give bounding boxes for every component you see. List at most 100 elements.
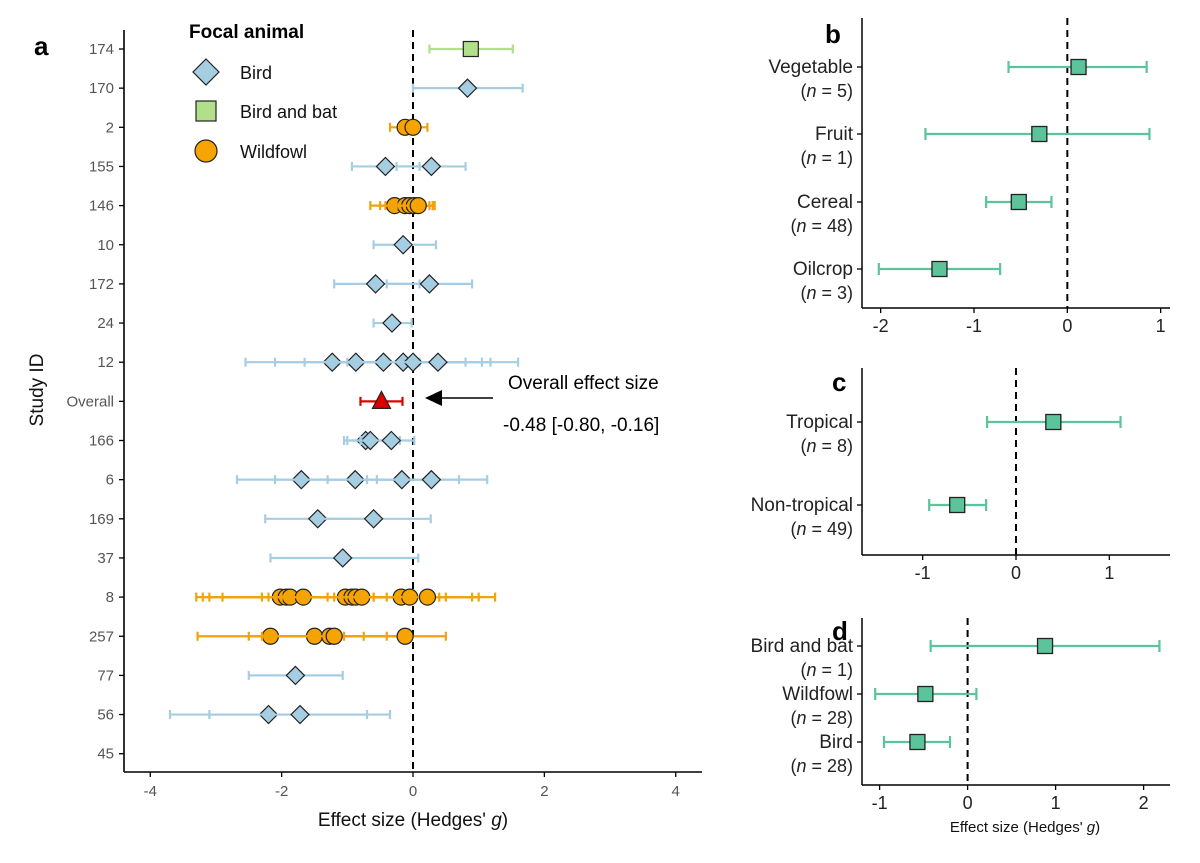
- x-tick-label: -1: [915, 563, 931, 583]
- legend-item-bird-and-bat: Bird and bat: [195, 100, 337, 122]
- sample-size-label: (n = 1): [800, 148, 853, 168]
- data-point-172: [385, 274, 474, 294]
- x-title-italic: g: [491, 810, 502, 831]
- data-point: [929, 637, 1161, 655]
- panel-letter-a: a: [34, 31, 49, 61]
- legend-label-wildfowl: Wildfowl: [240, 142, 307, 162]
- effect-marker: [365, 274, 386, 294]
- panel-letter-b: b: [825, 19, 841, 49]
- sample-size-label: (n = 28): [790, 708, 853, 728]
- category-label: Tropical: [786, 412, 853, 433]
- data-point-8: [359, 588, 497, 606]
- legend-item-wildfowl: Wildfowl: [194, 139, 307, 163]
- panel-letter-d: d: [832, 616, 848, 646]
- panel-b-content: -2 -1 0 1 Vegetable (n = 5) Fruit (n = 1) Cereal…: [768, 18, 1170, 336]
- y-tick-label: 24: [97, 315, 114, 332]
- y-tick-label: 170: [89, 80, 114, 97]
- data-point-77: [247, 665, 344, 686]
- data-point-12: [379, 352, 520, 373]
- confidence-interval: [379, 357, 520, 367]
- x-tick-label: 1: [1156, 316, 1166, 336]
- y-tick-label: 146: [89, 198, 114, 215]
- legend-title: Focal animal: [189, 22, 304, 43]
- data-point: [924, 125, 1151, 143]
- x-tick-label: 0: [409, 783, 417, 800]
- category-label: Fruit: [815, 124, 854, 145]
- data-point-37: [269, 548, 420, 568]
- x-tick-label: 2: [1139, 793, 1149, 813]
- data-point: [985, 193, 1053, 211]
- annotation-line-2: -0.48 [-0.80, -0.16]: [503, 415, 659, 436]
- effect-square: [909, 733, 926, 751]
- effect-square: [1045, 413, 1062, 431]
- y-tick-label: 174: [89, 41, 114, 58]
- effect-square: [931, 260, 948, 278]
- x-tick-label: 0: [1011, 563, 1021, 583]
- overall-effect-triangle: [371, 390, 392, 409]
- effect-marker: [332, 548, 353, 568]
- effect-marker: [421, 156, 442, 177]
- effect-square: [1010, 193, 1027, 211]
- y-tick-label: 45: [97, 746, 114, 763]
- y-tick-label: 56: [97, 707, 114, 724]
- data-point: [877, 260, 1002, 278]
- sample-size-label: (n = 48): [790, 216, 853, 236]
- category-label: Non-tropical: [751, 495, 853, 516]
- panel-a-x-ticks: -4 -2 0 2 4: [144, 772, 680, 800]
- data-point-6: [375, 469, 489, 490]
- effect-marker: [381, 430, 402, 451]
- y-tick-label: 8: [106, 589, 114, 606]
- category-label: Vegetable: [768, 57, 853, 78]
- x-tick-label: 1: [1104, 563, 1114, 583]
- panel-c: c -1 0 1 Tropical (n = 8) Non-tropical (n = 49…: [751, 367, 1170, 583]
- legend-square-icon: [195, 100, 217, 122]
- data-point-10: [372, 234, 438, 255]
- x-tick-label: -1: [872, 793, 888, 813]
- effect-marker: [418, 588, 437, 606]
- data-point-146: [395, 197, 436, 215]
- legend-circle-icon: [194, 139, 218, 163]
- sample-size-label: (n = 3): [800, 283, 853, 303]
- d-x-title-close: ): [1095, 819, 1100, 836]
- y-tick-label: 169: [89, 511, 114, 528]
- data-point: [985, 413, 1122, 431]
- category-label: Bird and bat: [751, 636, 854, 657]
- y-tick-label: Overall: [66, 393, 114, 410]
- x-title-text: Effect size (Hedges': [318, 810, 491, 831]
- data-point-170: [411, 78, 524, 98]
- data-point-166: [359, 430, 416, 451]
- panel-a: a 1741702155146101722412Overall166616937…: [27, 22, 702, 831]
- sample-size-label: (n = 1): [800, 660, 853, 680]
- category-label: Cereal: [797, 192, 853, 213]
- d-x-title-text: Effect size (Hedges': [950, 819, 1087, 836]
- y-tick-label: 12: [97, 354, 114, 371]
- x-tick-label: 1: [1051, 793, 1061, 813]
- panel-letter-c: c: [832, 367, 846, 397]
- data-point: [1007, 58, 1148, 76]
- data-point: [882, 733, 952, 751]
- sample-size-label: (n = 8): [800, 436, 853, 456]
- legend-label-bird: Bird: [240, 63, 272, 83]
- effect-marker: [396, 627, 414, 645]
- data-point-257: [362, 627, 447, 645]
- panel-a-y-ticks: 174 170 2 155 146 10 172 24 12 Overall 166 6 169 37 8 2…: [66, 41, 124, 763]
- category-label: Wildfowl: [782, 684, 853, 705]
- category-label: Bird: [819, 732, 853, 753]
- data-point-2: [398, 118, 429, 136]
- effect-marker: [457, 78, 478, 98]
- y-tick-label: 37: [97, 550, 114, 567]
- overall-annotation: Overall effect size -0.48 [-0.80, -0.16]: [425, 373, 659, 436]
- annotation-line-1: Overall effect size: [508, 373, 659, 394]
- sample-size-label: (n = 49): [790, 519, 853, 539]
- panel-d: d -1 0 1 2 Bird and bat (n = 1) Wildfowl (n = 2…: [751, 616, 1170, 836]
- effect-marker: [393, 234, 413, 255]
- effect-marker: [325, 627, 343, 645]
- y-tick-label: 77: [97, 667, 114, 684]
- data-point-174: [428, 40, 514, 58]
- effect-square: [949, 496, 966, 514]
- data-point-24: [372, 313, 413, 333]
- effect-square: [917, 685, 934, 703]
- effect-marker: [462, 40, 479, 58]
- data-point-155: [395, 156, 467, 177]
- y-tick-label: 2: [106, 119, 114, 136]
